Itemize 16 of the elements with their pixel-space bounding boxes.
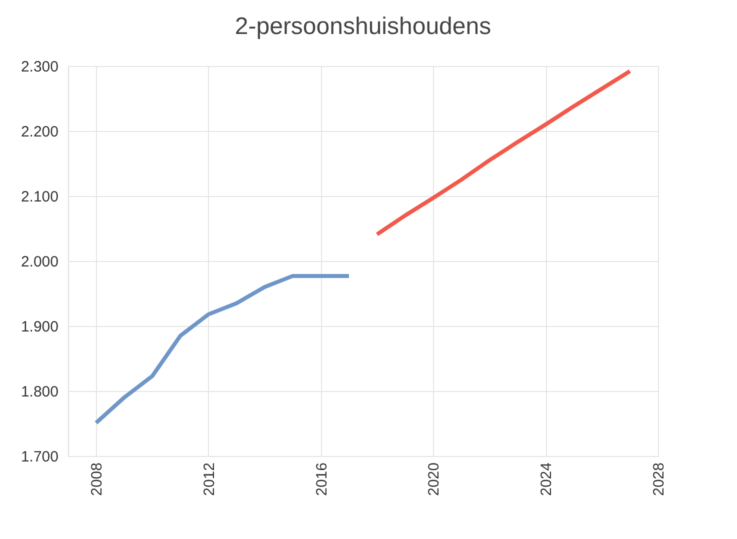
y-tick-label: 1.800 bbox=[20, 384, 58, 400]
x-tick-label: 2016 bbox=[313, 462, 330, 496]
y-tick-label: 2.100 bbox=[20, 188, 58, 206]
chart-title: 2-persoonshuishoudens bbox=[234, 13, 492, 40]
line-series bbox=[94, 274, 351, 425]
x-tick-label: 2008 bbox=[88, 462, 106, 496]
y-tick-label: 2.300 bbox=[20, 58, 58, 76]
line-series bbox=[375, 69, 632, 236]
y-tick-label: 2.200 bbox=[20, 124, 58, 140]
y-tick-label: 1.700 bbox=[20, 448, 58, 466]
y-tick-label: 2.000 bbox=[20, 254, 58, 270]
x-tick-label: 2028 bbox=[650, 462, 668, 496]
y-tick-label: 1.900 bbox=[20, 318, 58, 336]
x-tick-label: 2012 bbox=[200, 462, 218, 496]
x-tick-label: 2024 bbox=[538, 462, 556, 496]
x-tick-label: 2020 bbox=[426, 462, 443, 496]
